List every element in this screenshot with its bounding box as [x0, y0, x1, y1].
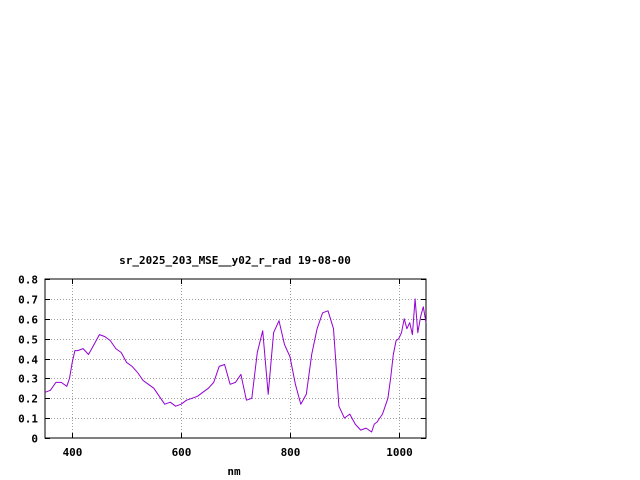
x-tick-label: 600 [172, 446, 192, 459]
y-tick-label: 0.1 [18, 413, 38, 426]
x-tick-label: 800 [281, 446, 301, 459]
y-tick-label: 0.8 [18, 274, 38, 287]
series-group [44, 298, 427, 433]
y-tick-label: 0.3 [18, 373, 38, 386]
y-tick-label: 0.6 [18, 314, 38, 327]
x-axis-label: nm [227, 465, 241, 478]
x-tick-label: 400 [63, 446, 83, 459]
grid-lines [45, 279, 426, 438]
y-tick-label: 0 [31, 433, 38, 446]
plot-frame [44, 278, 427, 439]
series-line [44, 298, 427, 433]
x-tick-label: 1000 [386, 446, 413, 459]
chart-title: sr_2025_203_MSE__y02_r_rad 19-08-00 [119, 254, 351, 267]
axis-ticks: 0 0.1 0.2 0.3 0.4 0.5 0.6 0.7 0.8 400 600 800 1000 [18, 274, 426, 459]
y-tick-label: 0.2 [18, 393, 38, 406]
y-tick-label: 0.7 [18, 294, 38, 307]
y-tick-label: 0.5 [18, 334, 38, 347]
y-tick-label: 0.4 [18, 354, 38, 367]
